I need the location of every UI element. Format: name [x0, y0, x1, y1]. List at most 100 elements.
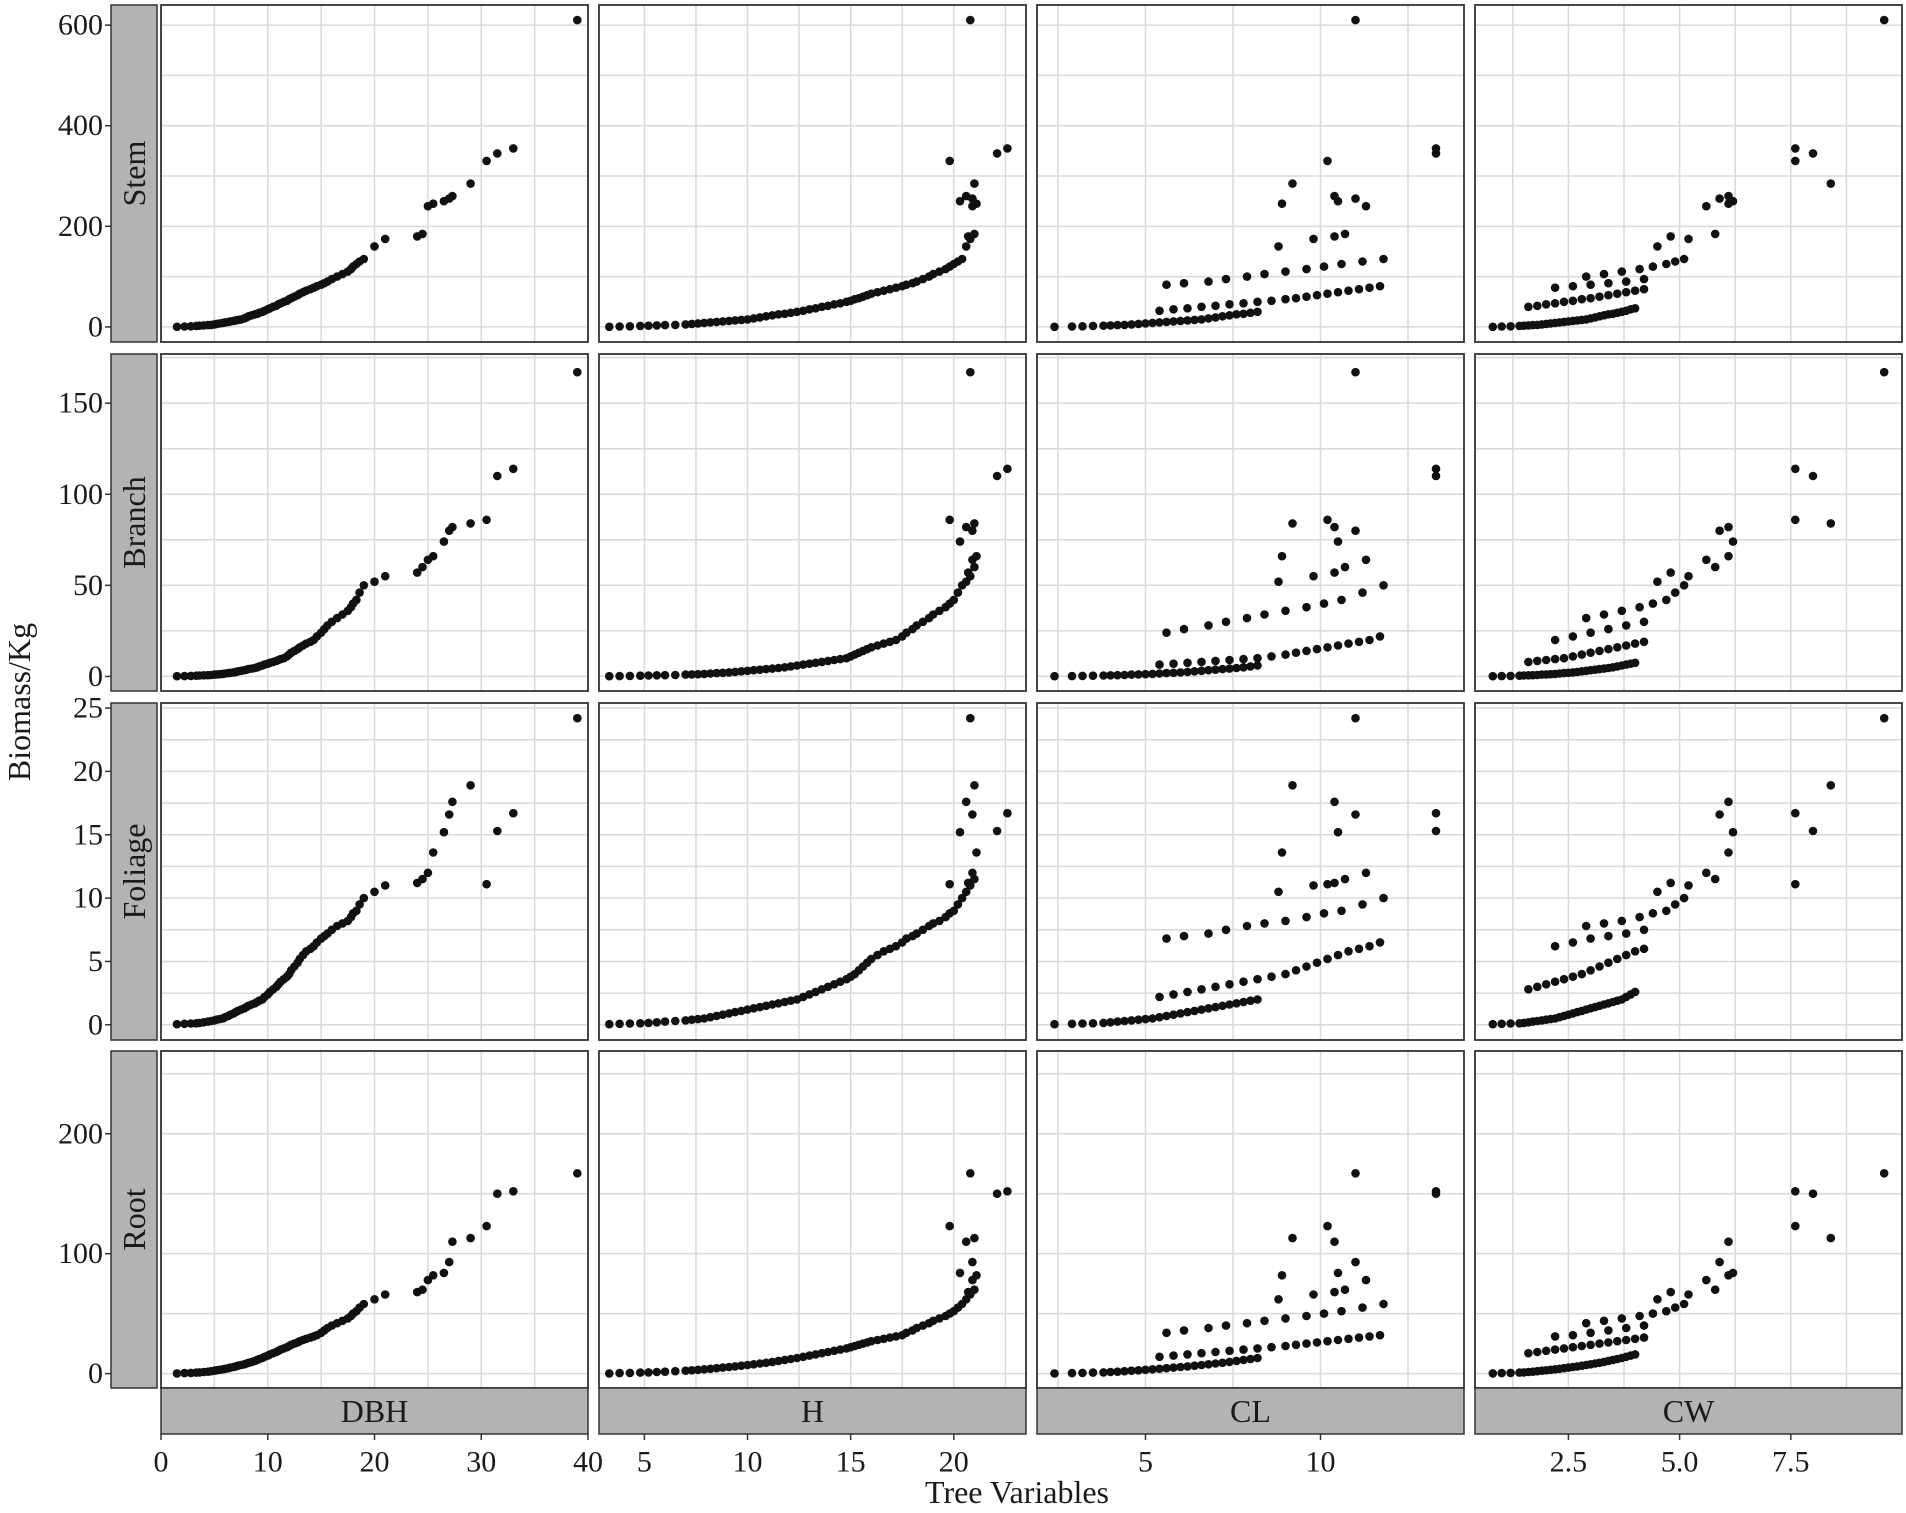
panel-background	[599, 5, 1026, 342]
data-point	[1630, 947, 1640, 956]
panel-branch-cw	[1474, 353, 1903, 692]
data-point	[1550, 635, 1560, 645]
data-point	[1169, 317, 1178, 326]
data-point	[706, 318, 715, 327]
data-point	[1281, 294, 1290, 304]
panel-border	[1036, 4, 1465, 343]
data-point	[428, 551, 438, 561]
data-point	[509, 808, 518, 818]
data-point	[1613, 1336, 1622, 1346]
data-point	[1253, 661, 1262, 670]
data-point	[1568, 296, 1578, 306]
data-point	[1344, 286, 1353, 296]
data-point	[1684, 1290, 1693, 1299]
data-point	[380, 234, 390, 244]
data-point	[1333, 287, 1343, 297]
data-point	[761, 664, 771, 674]
data-point	[1351, 526, 1360, 535]
data-point	[482, 1221, 491, 1231]
data-point	[1211, 665, 1220, 674]
x-tick-label-h: 15	[836, 1446, 866, 1479]
data-point	[1291, 1340, 1301, 1350]
data-point	[636, 671, 645, 680]
data-point	[992, 471, 1002, 481]
data-point	[1267, 972, 1276, 981]
data-point	[1617, 916, 1627, 926]
x-tick-label-dbh: 20	[360, 1446, 390, 1479]
data-point	[961, 522, 971, 532]
y-tick-label-foliage: 15	[73, 818, 103, 851]
data-point	[605, 1369, 614, 1378]
data-point	[1358, 1303, 1367, 1312]
data-point	[737, 667, 746, 676]
data-point	[1162, 280, 1171, 290]
data-point	[1541, 300, 1551, 309]
data-point	[1684, 234, 1693, 244]
data-point	[1291, 293, 1301, 303]
data-point	[493, 149, 502, 158]
data-point	[1340, 874, 1350, 884]
data-point	[1106, 1018, 1115, 1027]
panel-border	[160, 4, 589, 343]
data-point	[1113, 320, 1122, 330]
data-point	[1379, 893, 1388, 903]
data-point	[509, 464, 518, 474]
data-point	[1183, 987, 1192, 997]
data-point	[1506, 1019, 1515, 1028]
data-point	[1277, 551, 1287, 561]
data-point	[1577, 1341, 1587, 1351]
data-point	[1679, 581, 1689, 590]
data-point	[961, 797, 971, 807]
data-point	[1302, 602, 1311, 612]
data-point	[743, 1360, 752, 1370]
data-point	[1533, 1347, 1542, 1357]
data-point	[172, 322, 182, 332]
data-point	[1221, 925, 1231, 935]
data-point	[1724, 1237, 1733, 1246]
data-point	[1550, 283, 1560, 293]
x-tick-label-dbh: 10	[253, 1446, 283, 1479]
data-point	[955, 196, 965, 206]
data-point	[1604, 278, 1613, 288]
panel-root-h	[598, 1050, 1027, 1389]
data-point	[493, 1189, 502, 1198]
data-point	[370, 242, 379, 251]
data-point	[970, 1285, 979, 1294]
y-tick-label-branch: 150	[58, 387, 103, 420]
data-point	[180, 322, 189, 331]
data-point	[482, 879, 491, 889]
y-tick-label-root: 200	[58, 1117, 103, 1150]
data-point	[1559, 297, 1569, 307]
data-point	[1648, 1309, 1658, 1318]
data-point	[1431, 808, 1441, 818]
data-point	[1246, 1354, 1255, 1364]
data-point	[1568, 632, 1578, 641]
data-point	[1581, 921, 1591, 931]
data-point	[1141, 319, 1150, 328]
data-point	[1586, 966, 1595, 975]
data-point	[1710, 874, 1720, 884]
data-point	[1204, 665, 1213, 675]
data-point	[1148, 1014, 1157, 1023]
data-point	[1679, 1299, 1689, 1309]
data-point	[1155, 669, 1164, 678]
data-point	[615, 1368, 624, 1378]
data-point	[448, 191, 457, 201]
data-point	[1274, 242, 1283, 251]
x-tick-label-cw: 7.5	[1772, 1446, 1810, 1479]
data-point	[755, 1359, 765, 1368]
data-point	[671, 670, 680, 680]
data-point	[1361, 1275, 1371, 1285]
data-point	[1639, 274, 1649, 284]
panel-border	[1474, 702, 1903, 1041]
data-point	[493, 826, 502, 836]
data-point	[1323, 954, 1332, 964]
data-point	[1702, 1275, 1711, 1285]
data-point	[1666, 232, 1675, 241]
data-point	[1190, 667, 1199, 676]
data-point	[957, 254, 967, 264]
data-point	[1242, 921, 1252, 931]
data-point	[945, 156, 954, 166]
data-point	[1050, 1019, 1059, 1029]
panel-background	[1475, 5, 1902, 342]
